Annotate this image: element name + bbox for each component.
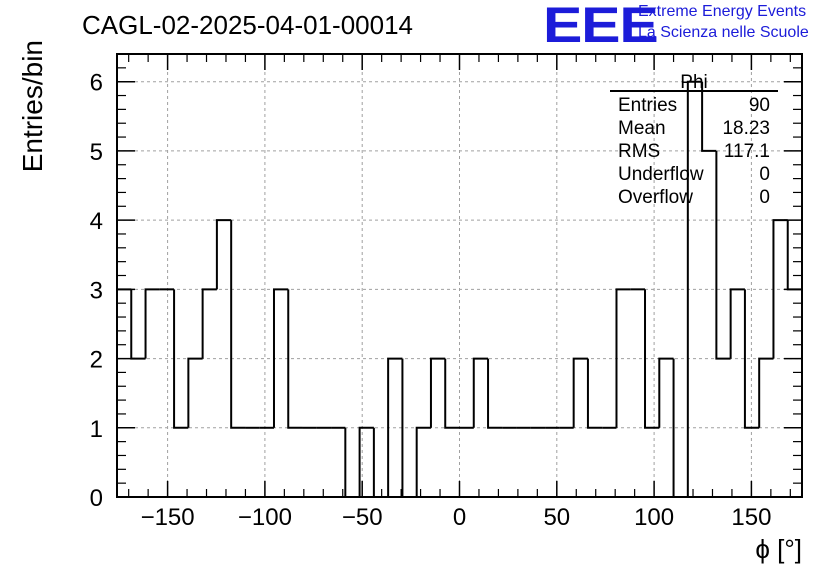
histogram-bin xyxy=(215,219,232,290)
x-tick-label: −50 xyxy=(342,504,383,531)
x-tick-label: 150 xyxy=(731,504,771,531)
y-tick-label: 0 xyxy=(90,485,103,512)
stats-row-value: 117.1 xyxy=(724,141,770,162)
stats-row-label: Underflow xyxy=(618,164,704,185)
y-tick-label: 3 xyxy=(90,277,103,304)
histogram-bin xyxy=(201,288,217,359)
axis-layer: −150 −100 −50 0 50 100 150 0 1 2 3 4 5 6 ϕ [°] Entries/… xyxy=(17,40,802,564)
histogram-bin xyxy=(116,288,132,497)
histogram-bin xyxy=(444,358,460,429)
histogram-bin xyxy=(487,358,503,429)
histogram-bin xyxy=(372,427,389,498)
stats-row-label: Overflow xyxy=(618,187,693,208)
histogram-bin xyxy=(144,288,160,359)
histogram-bin xyxy=(173,289,189,429)
histogram-bin xyxy=(272,288,289,428)
histogram-bin xyxy=(230,220,246,429)
histogram-bin xyxy=(729,288,745,359)
histogram-bin xyxy=(758,357,774,428)
y-tick-label: 1 xyxy=(90,416,103,443)
logo-subtitle-line1: Extreme Energy Events xyxy=(638,3,807,20)
x-tick-label: 50 xyxy=(543,504,570,531)
histogram-bin xyxy=(772,219,788,359)
histogram-bin xyxy=(130,289,146,360)
histogram-bin xyxy=(701,81,717,152)
stats-row-label: Mean xyxy=(618,118,666,139)
x-tick-label: −100 xyxy=(238,504,292,531)
histogram-bin xyxy=(287,289,303,429)
histogram-bin xyxy=(187,357,203,428)
y-tick-label: 6 xyxy=(90,70,103,97)
histogram-bin xyxy=(572,357,588,428)
x-tick-label: 100 xyxy=(634,504,674,531)
histogram-bin xyxy=(644,289,660,429)
histogram-bin xyxy=(344,427,360,498)
run-title: CAGL-02-2025-04-01-00014 xyxy=(82,10,413,40)
stats-box-name: Phi xyxy=(680,72,707,93)
histogram-bin xyxy=(415,426,431,497)
x-tick-label: −150 xyxy=(141,504,195,531)
histogram-bin xyxy=(715,150,731,360)
eee-logo: EEE xyxy=(543,0,659,53)
stats-row-value: 0 xyxy=(759,164,770,185)
histogram-bin xyxy=(686,80,703,497)
x-axis-label: ϕ [°] xyxy=(755,534,802,564)
histogram-bin xyxy=(658,357,674,428)
logo-subtitle-line2: La Scienza nelle Scuole xyxy=(638,24,809,41)
histogram-bin xyxy=(586,358,603,429)
stats-row-label: Entries xyxy=(618,95,677,116)
histogram-bin xyxy=(743,289,760,429)
y-axis-label: Entries/bin xyxy=(17,40,48,172)
histogram-bin xyxy=(387,357,403,497)
histogram-bin xyxy=(472,357,489,428)
y-tick-label: 2 xyxy=(90,347,103,374)
histogram-layer xyxy=(116,80,803,498)
y-tick-label: 5 xyxy=(90,139,103,166)
stats-row-value: 18.23 xyxy=(722,118,770,139)
stats-row-label: RMS xyxy=(618,141,660,162)
histogram-bin xyxy=(429,357,446,428)
histogram-bin xyxy=(358,426,374,497)
stats-row-value: 0 xyxy=(759,187,770,208)
histogram-bin xyxy=(615,288,631,428)
histogram-bin xyxy=(401,358,417,498)
stats-row-value: 90 xyxy=(749,95,770,116)
y-tick-label: 4 xyxy=(90,208,103,235)
x-tick-label: 0 xyxy=(453,504,466,531)
